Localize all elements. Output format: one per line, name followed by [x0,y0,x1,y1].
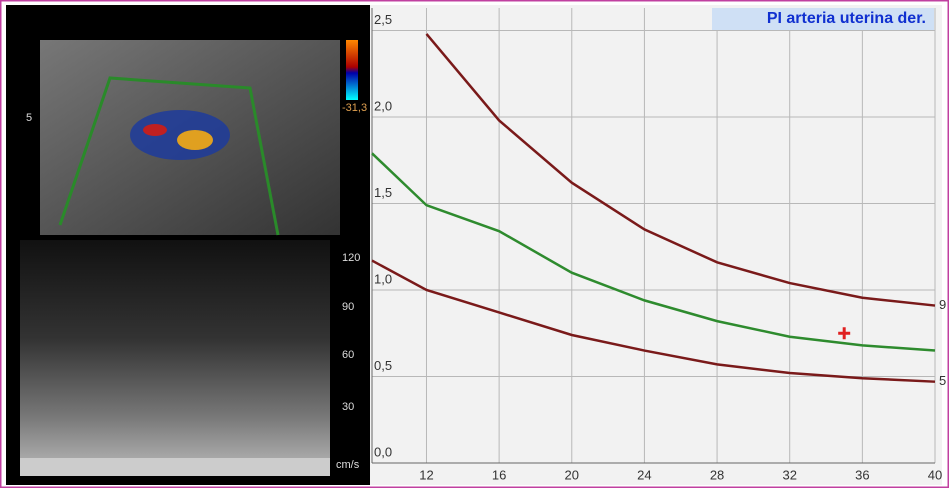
x-tick-label: 28 [710,467,724,482]
unit-label: cm/s [336,459,360,471]
series-line [425,33,936,307]
color-bar [346,40,358,100]
color-flow [143,124,167,136]
y-tick-label: 1,0 [374,271,392,286]
series-line [371,152,936,352]
baseline [20,458,330,476]
y-tick-label: 1,5 [374,185,392,200]
x-tick-label: 40 [928,467,942,482]
series-label: 9 [939,297,946,312]
scale-label: -31,3 [342,102,367,114]
velocity-label: 90 [342,301,354,313]
y-tick-label: 2,5 [374,12,392,27]
color-flow [177,130,213,150]
velocity-label: 60 [342,349,354,361]
y-tick-label: 0,5 [374,358,392,373]
depth-label: 5 [26,112,32,124]
ultrasound-panel: 5 -31,3 120 90 60 30 cm/s [6,5,370,485]
doppler-spectrum [20,240,330,460]
x-tick-label: 32 [782,467,796,482]
x-tick-label: 36 [855,467,869,482]
x-tick-label: 12 [419,467,433,482]
sample-box [58,76,280,236]
y-tick-label: 0,0 [374,444,392,459]
chart-title: PI arteria uterina der. [767,10,926,27]
velocity-label: 30 [342,401,354,413]
series-line [371,259,936,383]
plot-bg [370,5,942,485]
y-tick-label: 2,0 [374,98,392,113]
title-bg [712,8,934,30]
x-tick-label: 16 [492,467,506,482]
x-tick-label: 20 [565,467,579,482]
velocity-label: 120 [342,252,360,264]
x-tick-label: 24 [637,467,651,482]
series-label: 5 [939,373,946,388]
measurement [838,327,851,340]
